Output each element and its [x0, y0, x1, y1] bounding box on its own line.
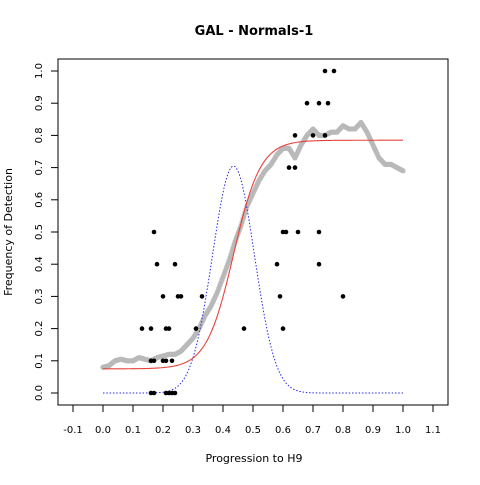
observation-point: [151, 358, 157, 364]
x-tick-label: 0.7: [305, 425, 321, 436]
observation-point: [148, 326, 154, 331]
observation-point: [322, 133, 328, 138]
plot-frame: [57, 58, 449, 406]
observation-point: [292, 133, 298, 138]
observation-point: [322, 68, 328, 74]
y-tick-label: 0.6: [34, 192, 45, 208]
observation-point: [241, 326, 247, 331]
observation-point: [163, 358, 169, 364]
y-tick-label: 0.7: [34, 160, 45, 176]
x-tick-label: 1.0: [395, 425, 411, 436]
x-tick-label: 0.6: [275, 425, 291, 436]
observation-point: [310, 133, 316, 138]
observation-point: [139, 326, 145, 331]
observation-point: [151, 390, 157, 396]
x-tick-label: 0.4: [215, 425, 231, 436]
observation-point: [340, 294, 346, 299]
y-tick-label: 0.8: [34, 127, 45, 143]
y-axis-label: Frequency of Detection: [2, 168, 15, 296]
observation-point: [199, 294, 205, 299]
y-tick-label: 0.3: [34, 288, 45, 304]
x-axis-label: Progression to H9: [205, 452, 302, 465]
observation-point: [292, 165, 298, 170]
observation-point: [331, 68, 337, 74]
observation-point: [316, 261, 322, 267]
chart-title: GAL - Normals-1: [195, 24, 314, 39]
observation-series: [139, 68, 346, 396]
observation-point: [193, 326, 199, 331]
observation-point: [172, 390, 178, 396]
observation-point: [178, 294, 184, 299]
observation-point: [283, 229, 289, 235]
x-axis: -0.1 0.0 0.1 0.2 0.3 0.4 0.5 0.6 0.7 0.8 0.9 1.0 1.1: [63, 404, 441, 436]
y-tick-label: 1.0: [34, 63, 45, 79]
observation-point: [295, 229, 301, 235]
observation-point: [160, 294, 166, 299]
x-tick-label: 0.8: [335, 425, 351, 436]
y-tick-label: 0.2: [34, 321, 45, 337]
x-tick-label: -0.1: [63, 425, 83, 436]
observation-point: [169, 358, 175, 364]
x-tick-label: 0.3: [185, 425, 201, 436]
fitted-sigmoid-curve: [102, 139, 403, 370]
observation-point: [274, 261, 280, 267]
x-tick-label: 0.5: [245, 425, 261, 436]
observation-point: [154, 261, 160, 267]
series-layer: [100, 68, 406, 396]
observation-point: [277, 294, 283, 299]
observation-point: [172, 261, 178, 267]
y-tick-label: 0.5: [34, 224, 45, 240]
y-axis: 0.0 0.1 0.2 0.3 0.4 0.5 0.6 0.7 0.8 0.9 1.0: [34, 63, 59, 401]
y-tick-label: 0.4: [34, 256, 45, 272]
x-tick-label: 0.9: [365, 425, 381, 436]
x-tick-label: 0.2: [155, 425, 171, 436]
observation-point: [151, 229, 157, 235]
x-tick-label: 0.0: [95, 425, 111, 436]
y-tick-label: 0.9: [34, 95, 45, 111]
smoothed-frequency-point: [400, 168, 406, 174]
y-tick-label: 0.0: [34, 385, 45, 401]
observation-point: [304, 100, 310, 106]
observation-point: [166, 326, 172, 331]
x-tick-label: 0.1: [125, 425, 141, 436]
observation-point: [325, 100, 331, 106]
observation-point: [316, 100, 322, 106]
observation-point: [316, 229, 322, 235]
smoothed-frequency-series: [100, 119, 406, 370]
x-tick-label: 1.1: [425, 425, 441, 436]
observation-point: [280, 326, 286, 331]
y-tick-label: 0.1: [34, 353, 45, 369]
observation-point: [286, 165, 292, 170]
